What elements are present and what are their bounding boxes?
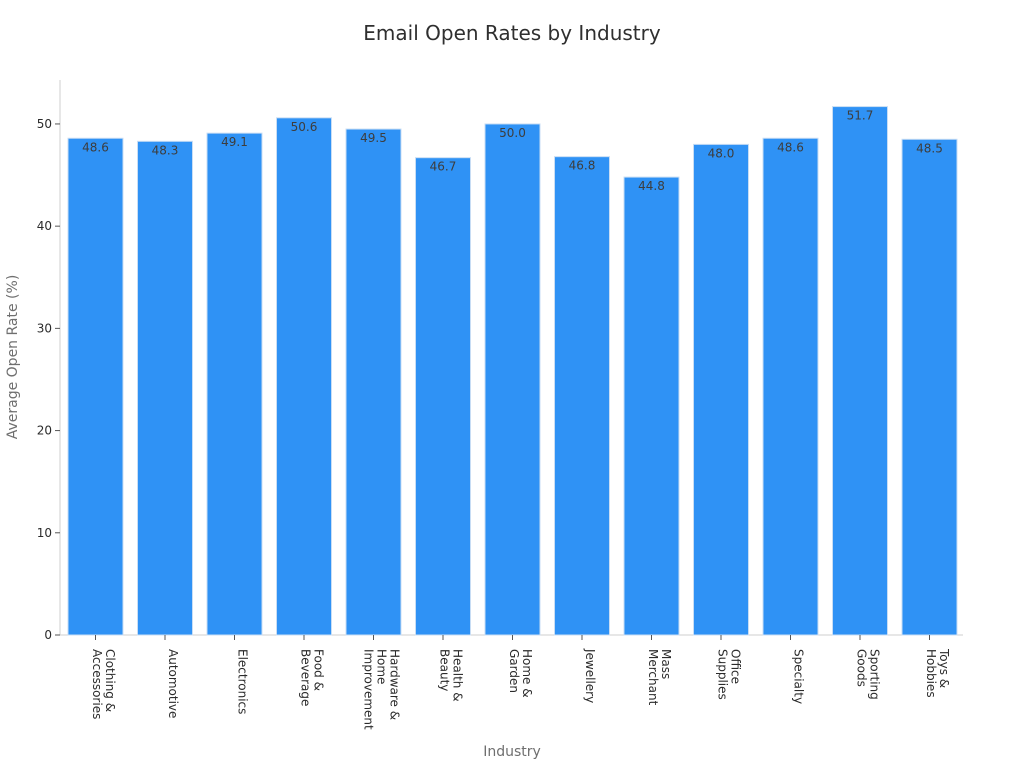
x-tick-label: Toys & [937,648,951,688]
y-tick-label: 50 [37,117,52,131]
y-tick-label: 0 [44,628,52,642]
x-tick-label: Health & [451,649,465,702]
x-tick-label: Sporting [868,649,882,700]
bar-value-label: 51.7 [847,109,874,123]
bar [137,140,193,636]
x-tick-label: Electronics [236,649,250,714]
x-tick-label: Beauty [438,649,452,691]
y-axis-label: Average Open Rate (%) [5,275,21,440]
bar-value-label: 46.7 [430,160,457,174]
x-tick-label: Hardware & [388,649,402,720]
bar [762,137,819,636]
x-tick-label: Food & [312,649,326,691]
x-axis-label: Industry [483,744,541,760]
x-tick-label: Supplies [716,649,730,700]
bar [832,106,888,636]
bars-group [67,106,958,636]
chart-title: Email Open Rates by Industry [363,21,661,45]
bar-value-label: 49.5 [360,131,387,145]
value-labels-group: 48.6 48.3 49.1 50.6 49.5 46.7 50.0 46.8 44.8 48.0… [82,109,943,194]
x-tick-label: Home [375,649,389,684]
bar [345,128,402,636]
bar-value-label: 48.3 [152,143,179,157]
x-tick-label: Jewellery [583,648,597,703]
x-tick-label: Improvement [362,649,376,730]
x-tick-label: Beverage [299,649,313,706]
y-tick-label: 10 [37,526,52,540]
bar [276,117,332,636]
bar-value-label: 46.8 [569,159,596,173]
x-tick-label: Goods [855,649,869,687]
x-tick-label: Specialty [792,649,806,704]
y-axis-ticks: 0 10 20 30 40 50 [37,117,60,642]
bar [623,176,680,636]
y-tick-label: 40 [37,219,52,233]
bar [415,157,471,636]
bar [206,132,263,636]
x-tick-label: Mass [659,649,673,679]
x-tick-label: Clothing & [103,649,117,712]
bar-value-label: 49.1 [221,135,248,149]
bar [67,137,124,636]
bar-value-label: 48.6 [82,140,109,154]
x-tick-label: Merchant [646,649,660,706]
x-axis-ticks: Clothing &Accessories Automotive Electroni… [90,635,951,730]
bar [693,143,749,636]
bar-value-label: 48.6 [777,140,804,154]
bar [554,156,610,636]
x-tick-label: Hobbies [924,649,938,698]
bar-value-label: 48.5 [916,141,943,155]
x-tick-label: Automotive [166,649,180,718]
x-tick-label: Office [729,649,743,684]
bar-value-label: 50.6 [291,120,318,134]
x-tick-label: Garden [507,649,521,693]
y-tick-label: 20 [37,424,52,438]
bar-value-label: 50.0 [499,126,526,140]
x-tick-label: Home & [520,649,534,698]
bar-value-label: 44.8 [638,179,665,193]
y-tick-label: 30 [37,321,52,335]
x-tick-label: Accessories [90,649,104,719]
bar-value-label: 48.0 [708,146,735,160]
bar [484,123,541,636]
bar [901,138,958,636]
